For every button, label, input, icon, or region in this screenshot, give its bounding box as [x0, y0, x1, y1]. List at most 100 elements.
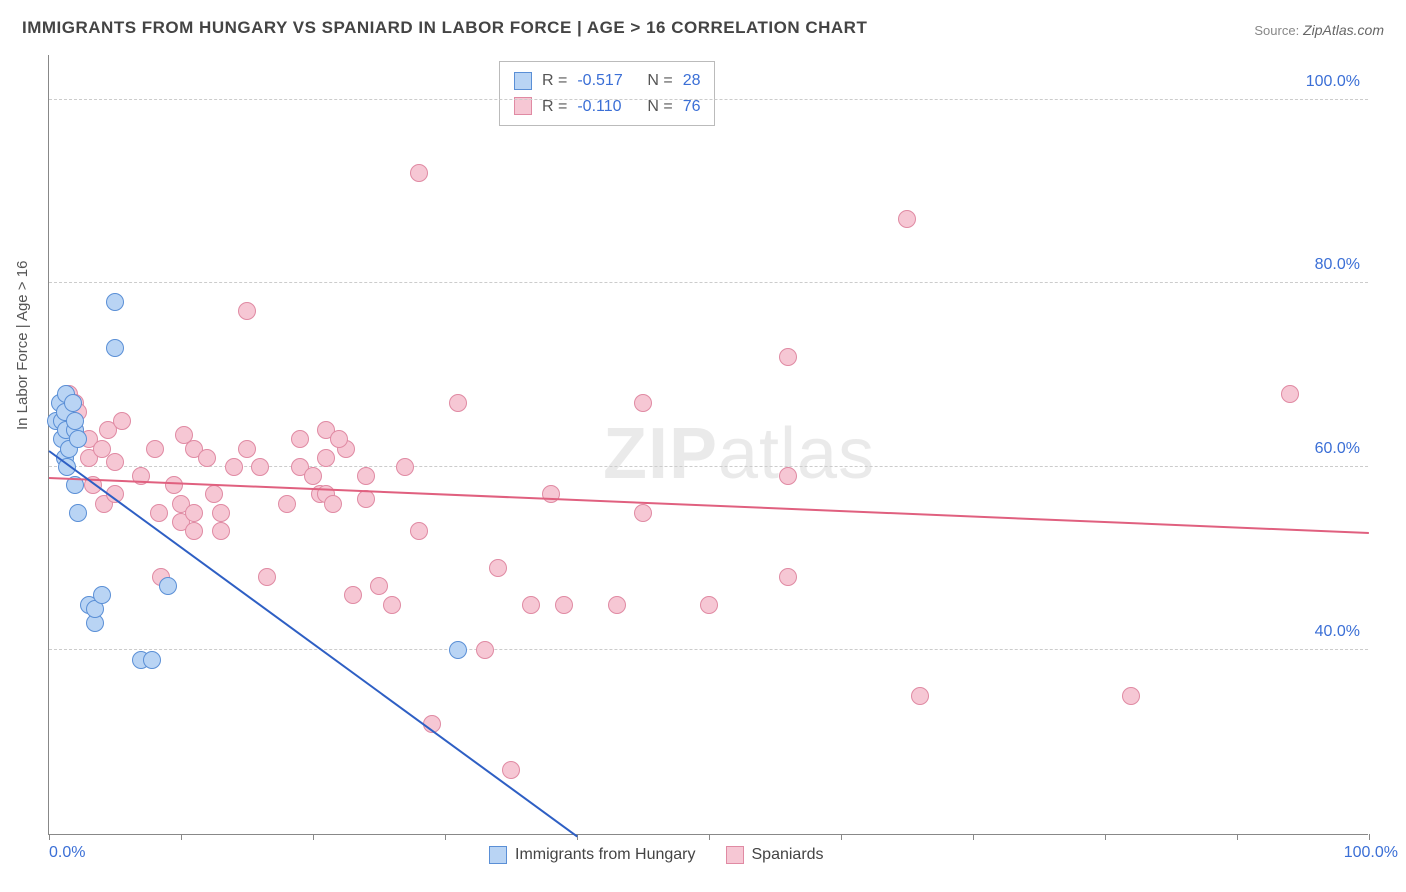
data-point-b	[238, 302, 256, 320]
data-point-b	[330, 430, 348, 448]
plot-area: ZIPatlas R = -0.517 N = 28 R = -0.110 N …	[48, 55, 1368, 835]
n-value-b: 76	[683, 94, 701, 120]
data-point-b	[410, 164, 428, 182]
data-point-b	[212, 522, 230, 540]
r-label: R =	[542, 94, 567, 120]
y-tick-label: 60.0%	[1315, 440, 1360, 458]
data-point-b	[150, 504, 168, 522]
swatch-b	[726, 846, 744, 864]
data-point-b	[258, 568, 276, 586]
data-point-b	[238, 440, 256, 458]
series-legend: Immigrants from Hungary Spaniards	[489, 846, 824, 864]
data-point-b	[357, 467, 375, 485]
x-tick-mark	[1105, 834, 1106, 840]
data-point-b	[165, 476, 183, 494]
data-point-b	[634, 504, 652, 522]
data-point-b	[410, 522, 428, 540]
gridline	[49, 649, 1368, 650]
data-point-b	[476, 641, 494, 659]
data-point-b	[396, 458, 414, 476]
r-label: R =	[542, 68, 567, 94]
data-point-b	[608, 596, 626, 614]
n-value-a: 28	[683, 68, 701, 94]
chart-title: IMMIGRANTS FROM HUNGARY VS SPANIARD IN L…	[22, 18, 867, 38]
data-point-a	[69, 430, 87, 448]
data-point-b	[304, 467, 322, 485]
swatch-a	[489, 846, 507, 864]
watermark-bold: ZIP	[603, 414, 718, 494]
source-label: Source:	[1254, 23, 1299, 38]
data-point-b	[344, 586, 362, 604]
legend-label-a: Immigrants from Hungary	[515, 846, 696, 864]
data-point-b	[555, 596, 573, 614]
x-tick-mark	[1237, 834, 1238, 840]
source-attribution: Source: ZipAtlas.com	[1254, 22, 1384, 38]
x-tick-mark	[841, 834, 842, 840]
data-point-b	[198, 449, 216, 467]
data-point-b	[898, 210, 916, 228]
legend-label-b: Spaniards	[752, 846, 824, 864]
data-point-b	[449, 394, 467, 412]
x-tick-mark	[181, 834, 182, 840]
data-point-b	[779, 568, 797, 586]
data-point-a	[66, 412, 84, 430]
data-point-b	[522, 596, 540, 614]
data-point-b	[911, 687, 929, 705]
data-point-b	[542, 485, 560, 503]
data-point-b	[212, 504, 230, 522]
source-value: ZipAtlas.com	[1303, 22, 1384, 38]
y-axis-label: In Labor Force | Age > 16	[14, 261, 31, 430]
data-point-b	[205, 485, 223, 503]
y-tick-label: 80.0%	[1315, 256, 1360, 274]
watermark-light: atlas	[718, 414, 875, 494]
legend-item-b: Spaniards	[726, 846, 824, 864]
data-point-b	[317, 449, 335, 467]
legend-row-b: R = -0.110 N = 76	[514, 94, 700, 120]
data-point-b	[1122, 687, 1140, 705]
n-label: N =	[647, 68, 672, 94]
y-tick-label: 100.0%	[1306, 73, 1360, 91]
trend-line-b	[49, 477, 1369, 534]
correlation-legend: R = -0.517 N = 28 R = -0.110 N = 76	[499, 61, 715, 126]
data-point-b	[383, 596, 401, 614]
data-point-a	[106, 293, 124, 311]
x-tick-end: 100.0%	[1344, 844, 1398, 862]
x-tick-mark	[1369, 834, 1370, 840]
data-point-b	[225, 458, 243, 476]
data-point-b	[370, 577, 388, 595]
data-point-b	[278, 495, 296, 513]
data-point-b	[146, 440, 164, 458]
n-label: N =	[647, 94, 672, 120]
watermark: ZIPatlas	[603, 413, 875, 495]
data-point-a	[106, 339, 124, 357]
data-point-b	[779, 467, 797, 485]
x-tick-mark	[49, 834, 50, 840]
data-point-b	[291, 430, 309, 448]
data-point-a	[69, 504, 87, 522]
data-point-b	[779, 348, 797, 366]
trend-line-a	[48, 450, 577, 837]
data-point-b	[324, 495, 342, 513]
x-tick-mark	[973, 834, 974, 840]
data-point-b	[185, 522, 203, 540]
legend-item-a: Immigrants from Hungary	[489, 846, 696, 864]
x-tick-mark	[445, 834, 446, 840]
r-value-b: -0.110	[577, 94, 637, 120]
data-point-b	[113, 412, 131, 430]
data-point-b	[634, 394, 652, 412]
data-point-a	[449, 641, 467, 659]
x-tick-mark	[709, 834, 710, 840]
data-point-b	[700, 596, 718, 614]
legend-row-a: R = -0.517 N = 28	[514, 68, 700, 94]
gridline	[49, 466, 1368, 467]
data-point-a	[143, 651, 161, 669]
data-point-a	[93, 586, 111, 604]
y-tick-label: 40.0%	[1315, 623, 1360, 641]
x-tick-mark	[313, 834, 314, 840]
data-point-b	[106, 453, 124, 471]
x-tick-start: 0.0%	[49, 844, 85, 862]
data-point-a	[64, 394, 82, 412]
swatch-b	[514, 97, 532, 115]
data-point-b	[185, 504, 203, 522]
data-point-b	[502, 761, 520, 779]
